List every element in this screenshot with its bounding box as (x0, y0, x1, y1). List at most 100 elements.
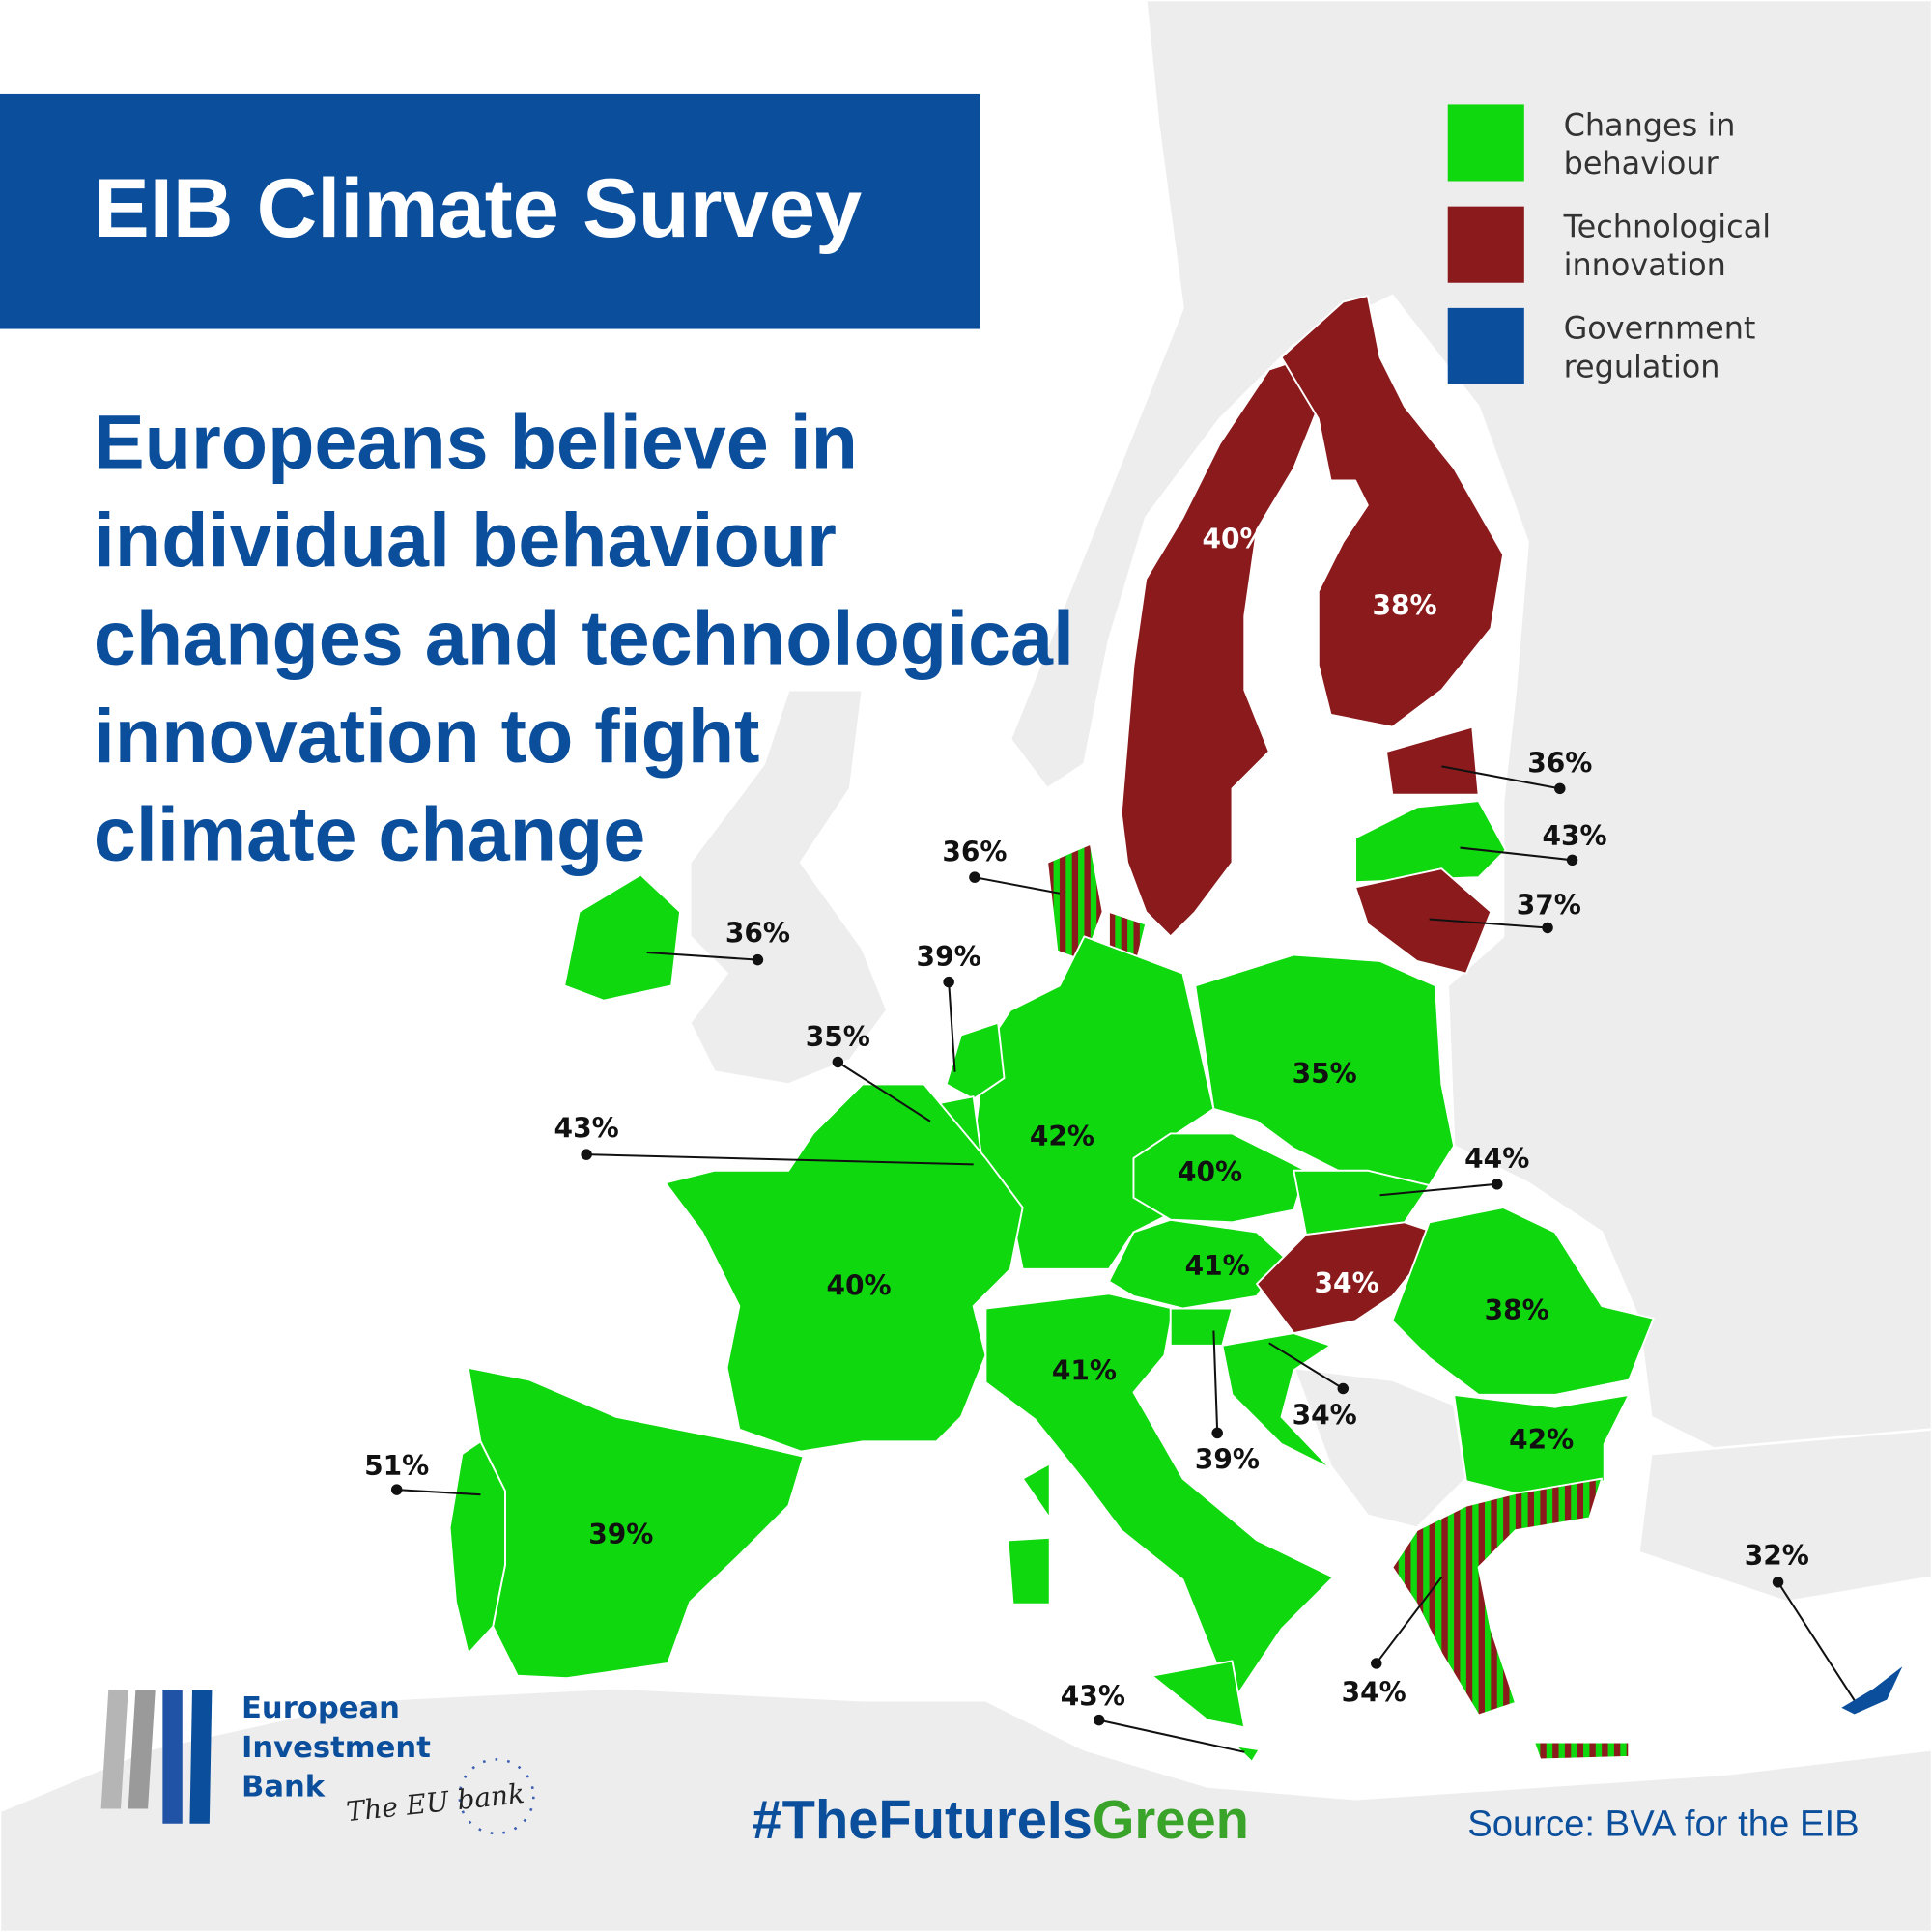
country (1108, 1218, 1286, 1310)
leader-dot (832, 1056, 844, 1068)
country-label: 39% (917, 941, 981, 973)
country-label: 41% (1052, 1355, 1117, 1387)
logo-text: European (242, 1691, 400, 1725)
country-label: 36% (942, 837, 1007, 868)
country (1293, 1169, 1431, 1236)
leader-dot (1337, 1382, 1350, 1395)
country-label: 34% (1342, 1676, 1406, 1708)
legend-swatch (1447, 104, 1524, 182)
leader-dot (1772, 1577, 1784, 1588)
logo: European Investment Bank The EU bank (100, 1690, 535, 1835)
country-label: 40% (1202, 524, 1266, 555)
leader-dot (1492, 1179, 1503, 1190)
title: EIB Climate Survey (94, 161, 862, 255)
logo-text: Investment (242, 1731, 431, 1765)
country (1280, 295, 1505, 728)
country (1354, 867, 1492, 975)
country (1120, 355, 1320, 938)
subtitle: Europeans believe in individual behaviour… (94, 399, 1074, 877)
legend-label: Changes in (1564, 106, 1736, 143)
subtitle-line: innovation to fight (94, 693, 760, 779)
source: Source: BVA for the EIB (1467, 1804, 1859, 1845)
country-label: 44% (1464, 1143, 1529, 1175)
leader-line (646, 951, 758, 961)
logo-bar (189, 1690, 213, 1824)
logo-bar (162, 1690, 183, 1824)
leader-dot (390, 1484, 403, 1495)
legend-swatch (1447, 206, 1524, 283)
leader-dot (581, 1149, 592, 1160)
leader-line (1460, 846, 1573, 862)
country-label: 38% (1485, 1294, 1549, 1326)
leader-dot (1566, 854, 1578, 867)
country-label: 39% (1195, 1443, 1260, 1475)
leader-line (1776, 1581, 1856, 1701)
legend-label: innovation (1564, 246, 1726, 283)
country-label: 34% (1293, 1399, 1357, 1431)
country (1221, 1332, 1332, 1470)
leader-line (974, 876, 1061, 895)
map-labels: 40% 38% 36% 43% 37% 36% 36% 39% 35% 43% 42% 35% 40% 4… (364, 524, 1856, 1753)
country (1021, 1463, 1051, 1520)
country (1391, 1477, 1631, 1761)
hashtag-part: Green (1093, 1789, 1249, 1850)
hashtag: #TheFutureIsGreen (752, 1789, 1248, 1850)
leader-line (1375, 1577, 1443, 1664)
leader-line (837, 1061, 931, 1122)
leader-dot (1542, 922, 1553, 934)
country-label: 39% (588, 1519, 653, 1550)
subtitle-line: individual behaviour (94, 497, 837, 582)
country-label: 43% (1543, 820, 1607, 852)
country (1235, 1745, 1261, 1763)
hashtag-part: #TheFutureIs (752, 1789, 1092, 1850)
country-label: 35% (806, 1021, 870, 1053)
leader-line (1098, 1719, 1245, 1753)
legend-label: behaviour (1564, 145, 1719, 182)
country-label: 42% (1030, 1121, 1094, 1152)
legend-label: Government (1564, 310, 1756, 347)
country-label: 51% (364, 1450, 429, 1482)
legend-swatch (1447, 307, 1524, 384)
country (1453, 1393, 1631, 1494)
leader-dot (1371, 1658, 1382, 1669)
country-label: 34% (1315, 1267, 1379, 1299)
country (945, 1021, 1006, 1100)
country-label: 32% (1745, 1540, 1809, 1572)
leader-line (1441, 765, 1560, 790)
country-label: 36% (725, 918, 790, 950)
leader-dot (1094, 1714, 1105, 1726)
country (1007, 1536, 1051, 1605)
subtitle-line: climate change (94, 790, 645, 876)
leader-line (1429, 918, 1548, 929)
country-label: 36% (1527, 748, 1592, 780)
country (1354, 800, 1507, 884)
country (448, 1440, 506, 1655)
leader-line (586, 1153, 974, 1166)
country (1151, 1660, 1246, 1729)
leader-line (1212, 1330, 1219, 1434)
country-label: 43% (554, 1112, 619, 1144)
leader-dot (943, 976, 954, 988)
country (563, 873, 682, 1002)
country (1194, 953, 1456, 1186)
country-label: 37% (1517, 889, 1581, 921)
country-label: 40% (826, 1270, 891, 1302)
country (664, 1083, 1024, 1453)
country-label: 40% (1178, 1156, 1242, 1188)
subtitle-line: changes and technological (94, 595, 1074, 681)
leader-dot (1211, 1427, 1223, 1439)
country (1838, 1662, 1906, 1717)
leader-line (1268, 1342, 1344, 1390)
leader-dot (752, 953, 764, 966)
country-label: 38% (1373, 589, 1437, 621)
country-label: 41% (1185, 1250, 1250, 1282)
map (448, 295, 1906, 1763)
country (1391, 1207, 1655, 1396)
leader-line (948, 981, 956, 1072)
leader-dot (969, 871, 980, 883)
leader-line (396, 1489, 481, 1496)
